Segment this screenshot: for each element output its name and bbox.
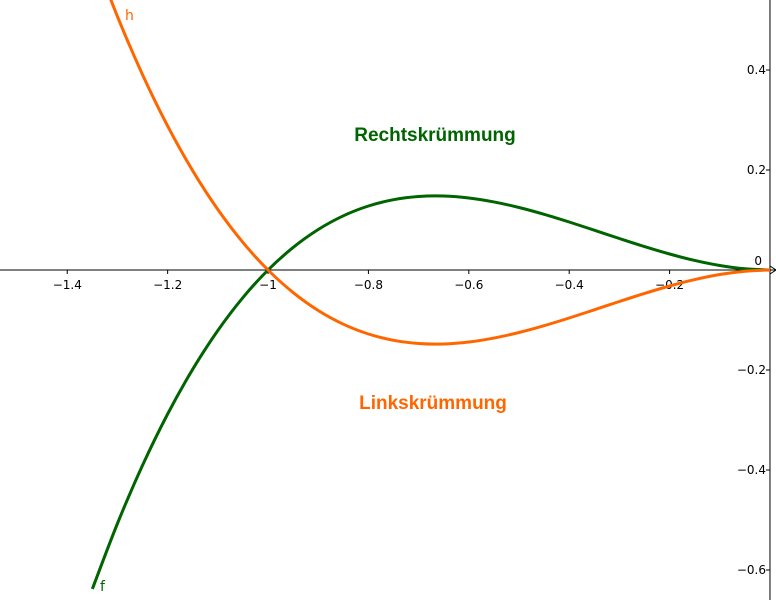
curve-label: f bbox=[100, 579, 106, 595]
y-tick-label: −0.2 bbox=[737, 363, 766, 377]
curve bbox=[90, 194, 771, 590]
x-tick-label: −1 bbox=[259, 278, 277, 292]
y-tick-label: −0.4 bbox=[737, 463, 766, 477]
y-tick-label: −0.6 bbox=[737, 563, 766, 577]
annotation: Rechtskrümmung bbox=[354, 125, 516, 146]
y-tick-label: 0.2 bbox=[747, 163, 766, 177]
origin-label: 0 bbox=[754, 254, 762, 268]
x-tick-label: −0.4 bbox=[555, 278, 584, 292]
curve bbox=[109, 0, 771, 346]
x-tick-label: −1.2 bbox=[153, 278, 182, 292]
x-tick-label: −0.8 bbox=[354, 278, 383, 292]
x-axis-arrow bbox=[769, 265, 776, 275]
annotation: Linkskrümmung bbox=[359, 393, 507, 414]
y-tick-label: 0.4 bbox=[747, 63, 766, 77]
curve-label: h bbox=[125, 8, 134, 24]
x-tick-label: −1.4 bbox=[53, 278, 82, 292]
x-tick-label: −0.6 bbox=[454, 278, 483, 292]
